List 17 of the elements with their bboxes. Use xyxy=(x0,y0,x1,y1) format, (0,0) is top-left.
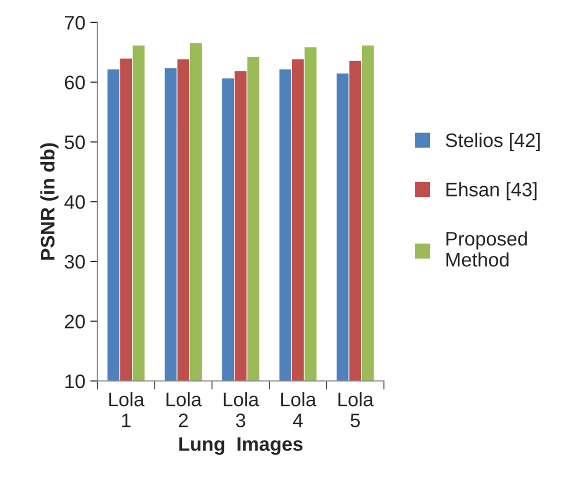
y-tick-label: 20 xyxy=(64,314,85,328)
y-axis-title: PSNR (in db) xyxy=(40,143,58,260)
y-tick-label: 50 xyxy=(64,135,85,150)
x-tick-label: Lola 3 xyxy=(224,392,260,428)
x-tick-label: Lola 1 xyxy=(109,392,144,428)
legend-label: Ehsan [43] xyxy=(446,182,536,200)
x-tick-label: Lola 2 xyxy=(166,392,202,428)
y-tick-label: 40 xyxy=(64,195,85,209)
y-tick-label: 10 xyxy=(65,374,85,388)
x-tick-label: Lola 5 xyxy=(338,392,374,428)
legend-label: Proposed Method xyxy=(446,231,527,267)
x-tick-label: Lola 4 xyxy=(281,392,316,428)
y-tick-label: 60 xyxy=(64,76,85,90)
y-tick-label: 30 xyxy=(64,254,85,269)
x-axis-title: Lung Images xyxy=(179,437,303,455)
legend-label: Stelios [42] xyxy=(446,132,540,152)
y-tick-label: 70 xyxy=(64,16,85,30)
